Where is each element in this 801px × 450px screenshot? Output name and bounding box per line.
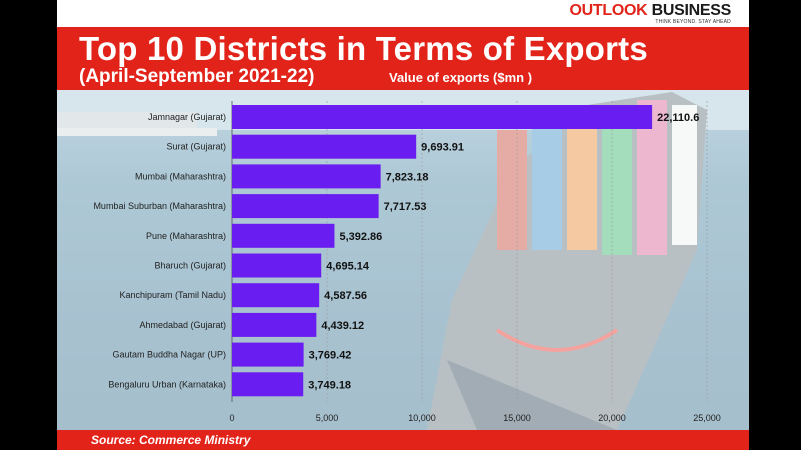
x-tick-label: 10,000 (408, 413, 436, 423)
outlook-business-logo: OUTLOOK BUSINESS THINK BEYOND. STAY AHEA… (569, 2, 732, 26)
x-tick-label: 25,000 (693, 413, 721, 423)
data-label: 7,823.18 (386, 171, 429, 183)
bar (232, 105, 653, 129)
x-tick-label: 15,000 (503, 413, 531, 423)
chart-subtitle: (April-September 2021-22) (79, 66, 315, 87)
bar (232, 164, 381, 189)
data-label: 22,110.6 (657, 112, 699, 124)
source-band: Source: Commerce Ministry (57, 430, 749, 450)
title-band: Top 10 Districts in Terms of Exports (Ap… (57, 27, 749, 90)
data-label: 7,717.53 (384, 201, 427, 213)
bar (232, 253, 322, 278)
brand-tagline: THINK BEYOND. STAY AHEAD (655, 19, 731, 25)
category-label: Mumbai (Maharashtra) (135, 171, 226, 181)
x-tick-label: 5,000 (316, 413, 339, 423)
data-label: 3,749.18 (308, 379, 351, 391)
data-label: 5,392.86 (339, 231, 382, 243)
category-label: Mumbai Suburban (Maharashtra) (93, 201, 226, 211)
bar (232, 372, 304, 397)
bar (232, 194, 379, 219)
data-label: 4,695.14 (326, 261, 370, 273)
infographic-canvas: OUTLOOK BUSINESS THINK BEYOND. STAY AHEA… (57, 0, 749, 450)
brand-bar: OUTLOOK BUSINESS THINK BEYOND. STAY AHEA… (57, 0, 749, 27)
source-note: Source: Commerce Ministry (91, 433, 251, 447)
category-label: Bengaluru Urban (Karnataka) (108, 379, 226, 389)
x-tick-label: 20,000 (598, 413, 626, 423)
bar (232, 134, 417, 159)
brand-name-part2: BUSINESS (651, 2, 732, 19)
category-label: Pune (Maharashtra) (146, 231, 226, 241)
chart-panel: Jamnagar (Gujarat) 22,110.6 Surat (Gujarat… (57, 90, 749, 430)
bar (232, 223, 335, 248)
data-label: 4,587.56 (324, 290, 367, 302)
chart-unit-label: Value of exports ($mn ) (389, 70, 533, 85)
bar-chart: Jamnagar (Gujarat) 22,110.6 Surat (Gujarat… (93, 101, 721, 423)
bar (232, 342, 304, 367)
chart-title: Top 10 Districts in Terms of Exports (79, 30, 648, 67)
category-label: Gautam Buddha Nagar (UP) (112, 350, 226, 360)
category-label: Bharuch (Gujarat) (154, 261, 226, 271)
bar (232, 312, 317, 337)
data-label: 3,769.42 (309, 350, 352, 362)
category-label: Jamnagar (Gujarat) (148, 112, 226, 122)
category-label: Kanchipuram (Tamil Nadu) (119, 290, 226, 300)
category-label: Ahmedabad (Gujarat) (139, 320, 226, 330)
category-label: Surat (Gujarat) (166, 142, 226, 152)
data-label: 4,439.12 (321, 320, 364, 332)
x-tick-label: 0 (229, 413, 234, 423)
brand-name-part1: OUTLOOK (569, 2, 648, 19)
data-label: 9,693.91 (421, 142, 464, 154)
bar (232, 283, 320, 308)
